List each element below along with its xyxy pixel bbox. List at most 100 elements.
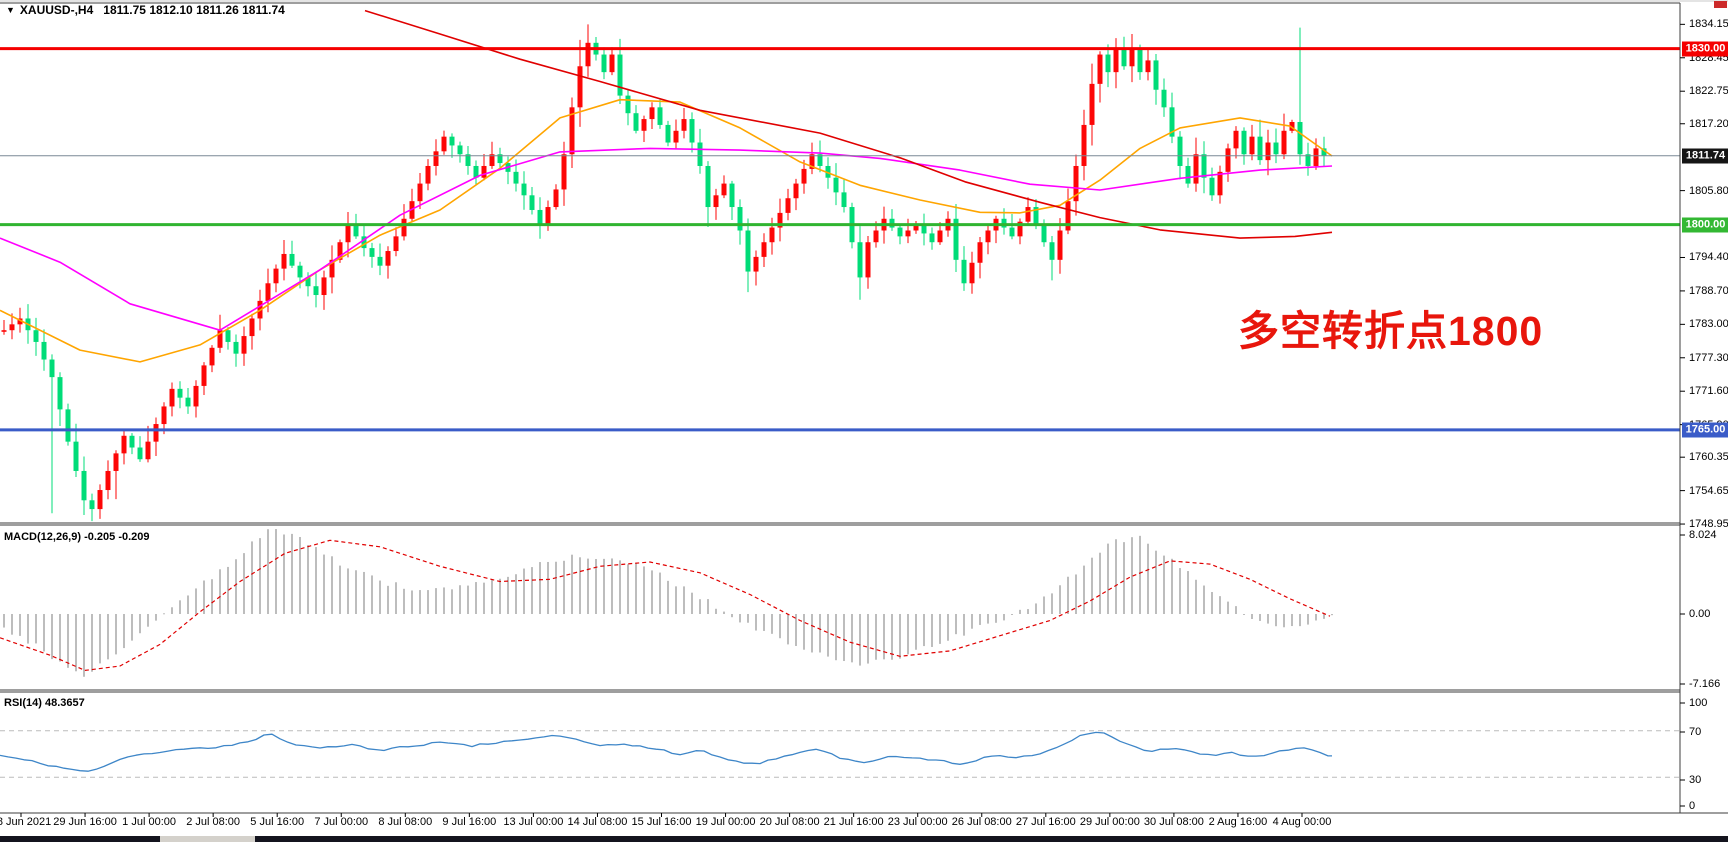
macd-histogram-bar xyxy=(923,614,925,647)
macd-histogram-bar xyxy=(131,614,133,641)
candle-body xyxy=(601,54,607,73)
macd-histogram-bar xyxy=(91,614,93,672)
candle-body xyxy=(833,177,839,193)
candle-body xyxy=(1049,242,1055,260)
macd-histogram-bar xyxy=(603,558,605,614)
macd-histogram-bar xyxy=(1323,614,1325,619)
candle-body xyxy=(1065,201,1071,231)
ohlc-close-value: 1811.74 xyxy=(242,3,285,17)
price-tag-1830.00: 1830.00 xyxy=(1682,41,1728,57)
macd-histogram-bar xyxy=(595,558,597,614)
macd-histogram-bar xyxy=(379,580,381,614)
macd-histogram-bar xyxy=(99,614,101,664)
time-axis-label: 13 Jul 00:00 xyxy=(503,816,564,828)
macd-histogram-bar xyxy=(283,534,285,614)
macd-histogram-bar xyxy=(1291,614,1293,627)
macd-histogram-bar xyxy=(451,589,453,614)
candle-body xyxy=(929,233,935,243)
macd-histogram-bar xyxy=(339,565,341,614)
price-tag-1811.74: 1811.74 xyxy=(1682,148,1728,164)
candle-body xyxy=(617,54,623,96)
candle-body xyxy=(17,318,23,325)
chart-header: ▼ XAUUSD-,H4 1811.75 1812.10 1811.26 181… xyxy=(6,3,285,17)
macd-histogram-bar xyxy=(1235,606,1237,614)
ma-mid-magenta xyxy=(0,147,1333,331)
candle-body xyxy=(1193,154,1199,184)
macd-histogram-bar xyxy=(491,579,493,614)
candle-body xyxy=(577,66,583,108)
candle-body xyxy=(689,119,695,143)
macd-histogram-bar xyxy=(259,538,261,614)
candle-body xyxy=(841,192,847,208)
candle-body xyxy=(553,189,559,208)
candle-body xyxy=(425,165,431,184)
macd-histogram-bar xyxy=(363,571,365,614)
candle-body xyxy=(81,470,87,501)
candle-body xyxy=(201,365,207,386)
rsi-indicator-label: RSI(14) 48.3657 xyxy=(4,697,85,709)
macd-histogram-bar xyxy=(267,529,269,614)
candle-body xyxy=(801,168,807,184)
macd-histogram-bar xyxy=(715,608,717,614)
chevron-down-icon[interactable]: ▼ xyxy=(6,5,15,15)
time-axis-label: 23 Jul 00:00 xyxy=(887,816,948,828)
candle-body xyxy=(105,470,111,491)
price-axis-label: 1771.60 xyxy=(1689,385,1728,398)
candle-body xyxy=(545,207,551,225)
macd-histogram-bar xyxy=(195,588,197,614)
time-axis-label: 30 Jul 08:00 xyxy=(1143,816,1204,828)
time-axis-label: 19 Jul 00:00 xyxy=(695,816,756,828)
bottom-bar-scroll-thumb[interactable] xyxy=(160,836,255,842)
macd-histogram-bar xyxy=(683,586,685,614)
macd-histogram-bar xyxy=(1035,603,1037,614)
macd-histogram-bar xyxy=(731,614,733,618)
candle-body xyxy=(1305,154,1311,166)
macd-histogram-bar xyxy=(675,586,677,614)
macd-histogram-bar xyxy=(107,614,109,660)
candle-body xyxy=(1129,48,1135,67)
macd-histogram-bar xyxy=(539,562,541,614)
candle-body xyxy=(457,145,463,155)
macd-histogram-bar xyxy=(619,560,621,614)
macd-histogram-bar xyxy=(1059,585,1061,614)
macd-histogram-bar xyxy=(507,576,509,614)
macd-histogram-bar xyxy=(419,590,421,614)
macd-histogram-bar xyxy=(187,595,189,614)
macd-histogram-bar xyxy=(555,561,557,614)
candle-body xyxy=(1257,136,1263,161)
time-axis-label: 21 Jul 16:00 xyxy=(823,816,884,828)
macd-histogram-bar xyxy=(459,585,461,614)
time-axis-label: 9 Jul 16:00 xyxy=(442,816,497,828)
macd-histogram-bar xyxy=(523,568,525,614)
candle-body xyxy=(1321,148,1327,156)
time-axis-label: 28 Jun 2021 xyxy=(0,816,52,828)
macd-histogram-bar xyxy=(651,570,653,614)
macd-histogram-bar xyxy=(947,614,949,641)
candle-body xyxy=(353,224,359,237)
candle-body xyxy=(625,95,631,114)
macd-histogram-bar xyxy=(1075,574,1077,614)
macd-histogram-bar xyxy=(707,599,709,614)
candle-body xyxy=(1265,142,1271,161)
candle-body xyxy=(1105,54,1111,73)
macd-signal-line xyxy=(0,539,1331,671)
time-axis-label: 26 Jul 08:00 xyxy=(951,816,1012,828)
candle-body xyxy=(585,42,591,67)
macd-histogram-bar xyxy=(1227,601,1229,614)
bottom-bar-segment xyxy=(0,836,160,842)
candle-body xyxy=(1241,130,1247,155)
macd-histogram-bar xyxy=(955,614,957,635)
macd-histogram-bar xyxy=(659,572,661,614)
ma-slow-red xyxy=(364,9,1333,239)
macd-histogram-bar xyxy=(147,614,149,627)
macd-histogram-bar xyxy=(347,568,349,614)
macd-histogram-bar xyxy=(1051,593,1053,614)
candle-body xyxy=(937,230,943,243)
candle-body xyxy=(297,265,303,278)
candle-body xyxy=(177,388,183,398)
macd-histogram-bar xyxy=(395,582,397,614)
macd-histogram-bar xyxy=(899,614,901,659)
macd-histogram-bar xyxy=(1107,543,1109,614)
window-corner-button[interactable] xyxy=(1714,1,1727,8)
